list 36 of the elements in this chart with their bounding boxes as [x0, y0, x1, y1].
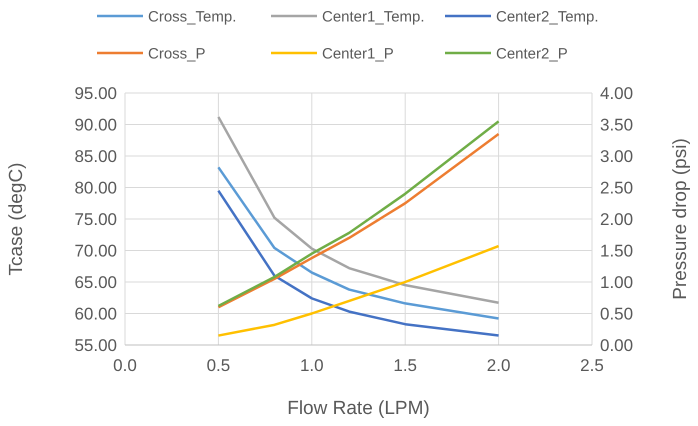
line-series — [217, 189, 500, 337]
y2-tick-label: 3.00 — [600, 146, 634, 166]
y2-tick-label: 3.50 — [600, 115, 634, 134]
y-tick-label: 80.00 — [74, 178, 117, 198]
legend-label: Center2_P — [496, 45, 568, 62]
x-tick-label: 0.5 — [206, 356, 230, 375]
x-tick-label: 2.5 — [580, 356, 604, 375]
y-tick-label: 75.00 — [74, 210, 117, 229]
y-tick-label: 55.00 — [74, 336, 117, 355]
y2-axis-title: Pressure drop (psi) — [670, 138, 691, 300]
y-tick-label: 95.00 — [74, 84, 117, 103]
legend-label: Center1_Temp. — [322, 8, 425, 26]
legend-label: Cross_P — [148, 45, 206, 62]
x-tick-label: 1.0 — [300, 356, 324, 375]
y2-tick-label: 2.00 — [600, 210, 634, 229]
y2-tick-label: 1.00 — [600, 272, 634, 292]
legend-label: Cross_Temp. — [148, 8, 236, 26]
y2-tick-label: 0.50 — [600, 304, 634, 324]
x-tick-label: 1.5 — [393, 356, 418, 375]
y-axis-title: Tcase (degC) — [6, 162, 27, 276]
legend-label: Center1_P — [322, 45, 394, 62]
x-tick-label: 0.0 — [113, 356, 137, 375]
y2-tick-label: 2.50 — [600, 178, 634, 198]
legend-label: Center2_Temp. — [496, 8, 599, 26]
y-tick-label: 65.00 — [74, 272, 117, 292]
x-tick-label: 2.0 — [486, 356, 510, 375]
y-tick-label: 90.00 — [74, 115, 117, 134]
y2-tick-label: 4.00 — [600, 84, 634, 103]
x-axis-title: Flow Rate (LPM) — [287, 398, 430, 419]
y-tick-label: 60.00 — [74, 304, 117, 324]
y-tick-label: 85.00 — [74, 146, 117, 166]
y-tick-label: 70.00 — [74, 241, 117, 260]
line-series — [217, 244, 500, 337]
y2-tick-label: 0.00 — [600, 336, 634, 355]
y2-tick-label: 1.50 — [600, 241, 634, 260]
line-series — [217, 166, 500, 320]
